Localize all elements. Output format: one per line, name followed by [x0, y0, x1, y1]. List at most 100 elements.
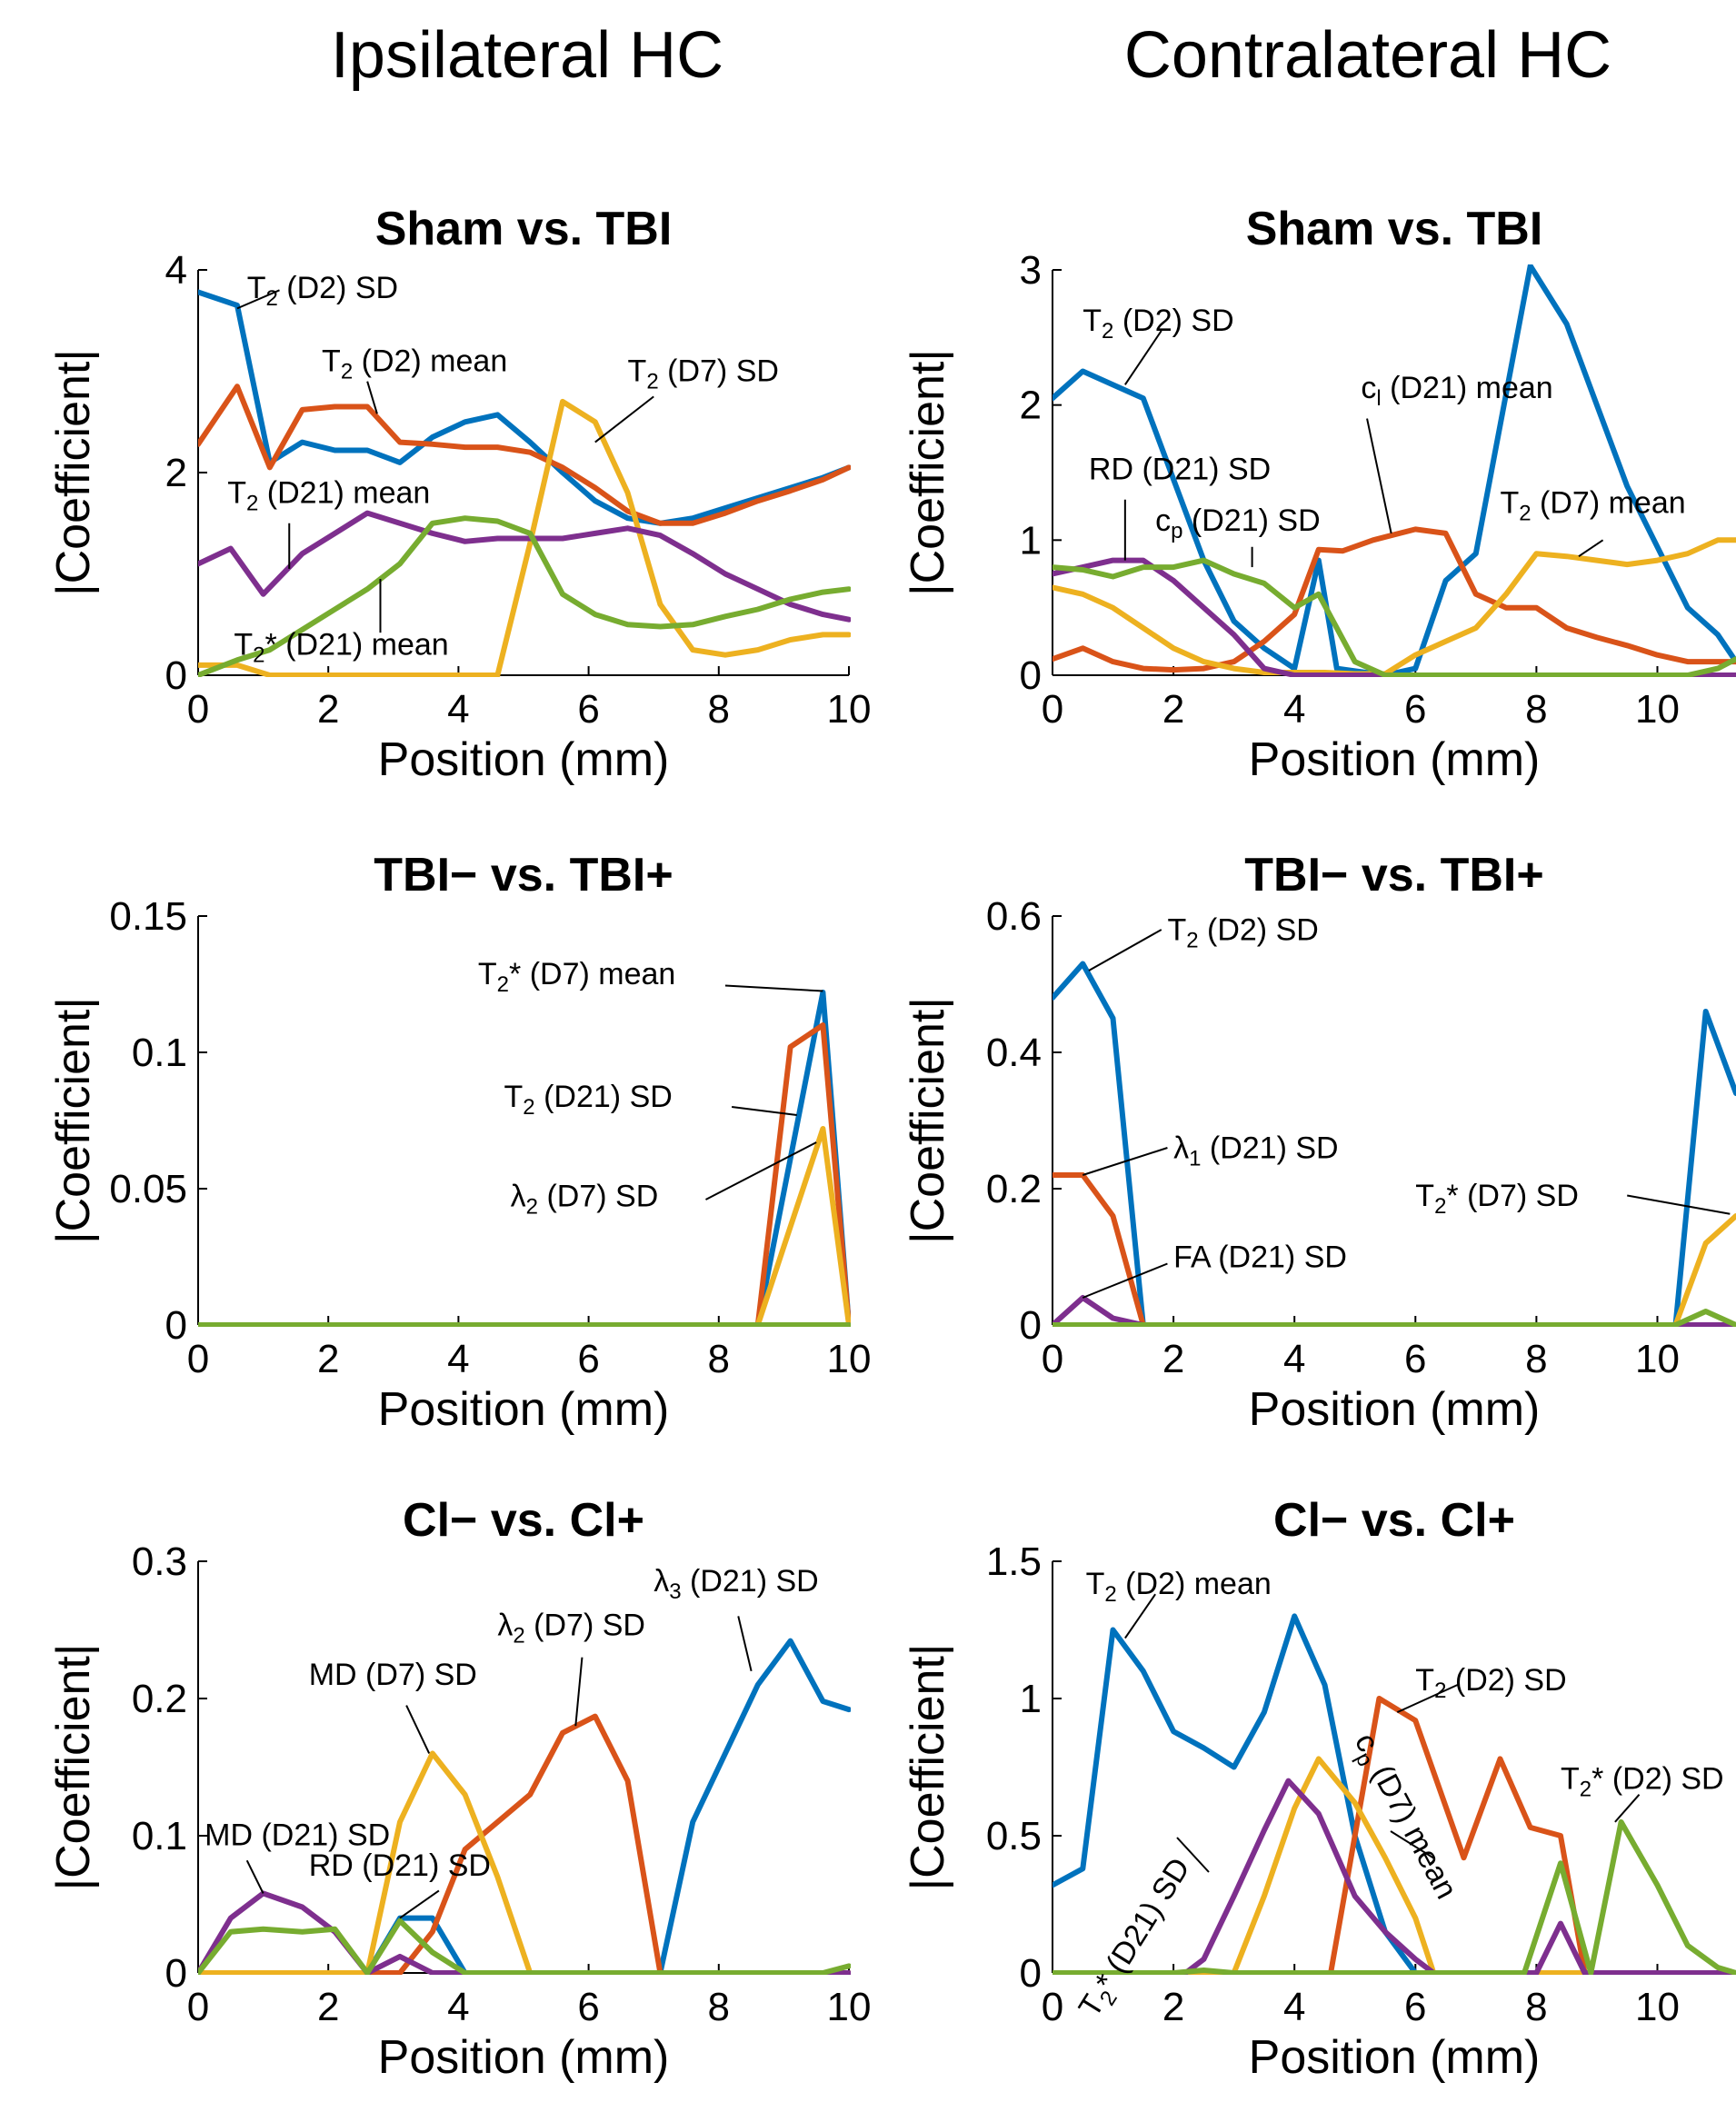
x-tick-label: 0 [1042, 1985, 1063, 2029]
y-tick-label: 0.5 [986, 1814, 1042, 1858]
annotation-label: T2 (D21) SD [504, 1080, 673, 1120]
y-tick-label: 0.2 [132, 1677, 187, 1721]
annotation-leader [1627, 1194, 1731, 1215]
x-tick-label: 2 [1162, 1337, 1184, 1381]
annotation-leader [1578, 539, 1604, 558]
y-tick-label: 1.5 [986, 1539, 1042, 1584]
x-tick-label: 2 [317, 687, 339, 732]
x-tick-label: 8 [708, 1337, 730, 1381]
x-tick-label: 4 [447, 1337, 469, 1381]
annotation-leader [574, 1657, 584, 1727]
series-line-orange [1053, 526, 1736, 673]
y-tick-label: 0 [165, 1303, 187, 1348]
x-tick-label: 2 [317, 1985, 339, 2029]
annotation-leader [594, 395, 654, 443]
y-axis-label: |Coefficient| [902, 349, 954, 596]
annotation-leader [1396, 1683, 1459, 1714]
series-line-blue [1053, 961, 1736, 1327]
y-tick-label: 0 [1020, 1303, 1042, 1348]
x-tick-label: 8 [708, 687, 730, 732]
annotation-label: T2 (D7) mean [1500, 486, 1685, 526]
x-axis-label: Position (mm) [378, 2031, 670, 2084]
series-line-green [1053, 1818, 1736, 1975]
series-line-yellow [1053, 1756, 1736, 1975]
panel-4: TBI− vs. TBI+ 0 0.2 0.4 0.6 0 2 4 6 8 10 Position (… [902, 849, 1736, 1436]
series-line-purple [1053, 1295, 1736, 1327]
y-tick-label: 0.05 [109, 1167, 187, 1211]
annotation-label: T2 (D2) mean [1086, 1567, 1272, 1607]
x-tick-label: 6 [1404, 687, 1426, 732]
annotation-leader [1614, 1794, 1641, 1823]
annotation-label: λ1 (D21) SD [1173, 1131, 1339, 1171]
panel-6: Cl− vs. Cl+ 0 0.5 1 1.5 0 2 4 6 8 10 Position (mm) |… [902, 1494, 1736, 2084]
annotation-leader [366, 381, 378, 414]
y-axis-label: |Coefficient| [47, 349, 100, 596]
y-tick-label: 0 [165, 1951, 187, 1996]
annotation-label: T2* (D21) mean [234, 628, 448, 668]
series-line-yellow [198, 398, 851, 677]
y-tick-label: 0.6 [986, 894, 1042, 939]
x-tick-label: 0 [187, 687, 209, 732]
x-tick-label: 2 [1162, 1985, 1184, 2029]
y-tick-label: 0 [165, 653, 187, 698]
series-group [198, 1638, 851, 1975]
annotation-leader [1082, 1262, 1168, 1299]
column-title-contralateral: Contralateral HC [1124, 19, 1611, 92]
x-axis-label: Position (mm) [1249, 2031, 1541, 2084]
series-line-purple [1053, 557, 1736, 677]
y-axis-label: |Coefficient| [902, 997, 954, 1244]
y-tick-label: 0.3 [132, 1539, 187, 1584]
annotation-leader [724, 984, 823, 992]
x-tick-label: 10 [1635, 687, 1680, 732]
annotation-leader [1088, 929, 1162, 971]
series-line-yellow [198, 1750, 851, 1975]
annotation-label: T2 (D2) SD [1167, 912, 1318, 952]
series-line-orange [198, 384, 851, 526]
panel-title: TBI− vs. TBI+ [1244, 849, 1543, 902]
annotation-leader [236, 289, 280, 310]
series-line-green [1053, 1309, 1736, 1327]
annotation-label: λ2 (D7) SD [497, 1609, 645, 1649]
annotation-leader [405, 1705, 431, 1754]
annotation-label: T2 (D2) SD [1083, 304, 1233, 344]
series-line-green [198, 515, 851, 677]
y-axis-label: |Coefficient| [47, 1644, 100, 1891]
annotation-leader [1390, 1830, 1435, 1859]
series-line-green [198, 1918, 851, 1975]
panel-title: Cl− vs. Cl+ [403, 1494, 644, 1547]
annotation-label: λ2 (D7) SD [511, 1180, 659, 1220]
annotation-label: T2* (D2) SD [1561, 1762, 1724, 1802]
y-tick-label: 0 [1020, 1951, 1042, 1996]
annotation-leader [1082, 1147, 1168, 1176]
panel-5: Cl− vs. Cl+ 0 0.1 0.2 0.3 0 2 4 6 8 10 Position (mm… [47, 1494, 871, 2084]
y-tick-label: 1 [1020, 518, 1042, 563]
y-tick-label: 0.2 [986, 1167, 1042, 1211]
annotation-label: MD (D7) SD [309, 1658, 477, 1692]
series-line-yellow [1053, 537, 1736, 677]
y-axis-label: |Coefficient| [902, 1644, 954, 1891]
panel-1: Sham vs. TBI 0 2 4 0 2 4 6 8 10 Position (mm) |Coef… [47, 203, 871, 786]
series-group [1053, 961, 1736, 1327]
series-line-yellow [198, 1126, 851, 1327]
annotation-label: cp (D21) SD [1155, 503, 1321, 543]
annotation-leader [731, 1106, 797, 1116]
series-group [1053, 264, 1736, 677]
series-line-green [1053, 557, 1736, 677]
annotation-label: T2 (D2) mean [322, 344, 507, 384]
annotation-label: MD (D21) SD [205, 1818, 390, 1853]
annotation-leader [705, 1141, 817, 1200]
series-line-yellow [1053, 1213, 1736, 1327]
series-line-purple [1053, 1778, 1736, 1975]
x-tick-label: 0 [187, 1985, 209, 2029]
annotation-label: RD (D21) SD [1089, 452, 1271, 486]
x-tick-label: 4 [447, 687, 469, 732]
x-tick-label: 10 [1635, 1337, 1680, 1381]
annotation-leader [1124, 330, 1162, 385]
y-tick-label: 3 [1020, 248, 1042, 293]
column-title-ipsilateral: Ipsilateral HC [331, 19, 723, 92]
series-line-blue [198, 289, 851, 526]
annotation-label: cl (D21) mean [1361, 371, 1552, 411]
x-tick-label: 4 [1283, 687, 1305, 732]
x-tick-label: 0 [187, 1337, 209, 1381]
y-tick-label: 0 [1020, 653, 1042, 698]
